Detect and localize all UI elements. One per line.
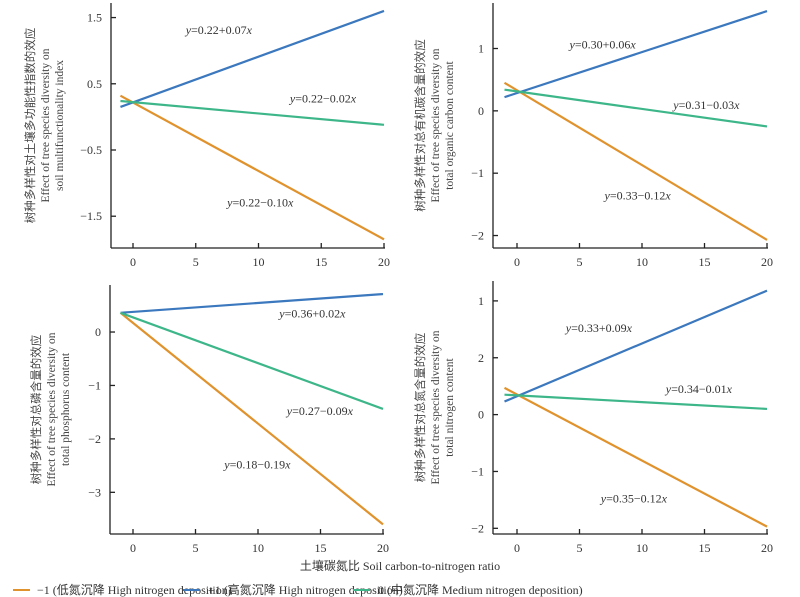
legend-label-high: +1 (高氮沉降 High nitrogen deposition): [208, 582, 403, 597]
legend-item-high: +1 (高氮沉降 High nitrogen deposition): [183, 582, 403, 597]
y-tick-label: 1: [478, 294, 484, 308]
y-axis-title-line: 树种多样性对土壤多功能性指数的效应: [23, 28, 37, 224]
x-tick-label: 0: [514, 541, 520, 555]
x-axis-title: 土壤碳氮比 Soil carbon-to-nitrogen ratio: [300, 558, 500, 573]
equation-label-low: y=0.22−0.10x: [226, 195, 294, 209]
x-tick-label: 20: [378, 255, 390, 269]
series-line-medium: [504, 88, 768, 128]
series-line-medium: [120, 99, 385, 126]
x-tick-label: 5: [577, 255, 583, 269]
y-axis-title-line: total organic carbon content: [444, 60, 456, 189]
legend-label-medium: 0 (中氮沉降 Medium nitrogen deposition): [378, 582, 583, 597]
y-axis-title-line: Effect of tree species diversity on: [40, 48, 52, 202]
equation-label-medium: y=0.27−0.09x: [286, 404, 354, 418]
y-tick-label: 0: [478, 408, 484, 422]
y-axis-title-line: 树种多样性对总氮含量的效应: [413, 333, 427, 483]
y-axis-title-line: Effect of tree species diversity on: [430, 48, 442, 202]
y-tick-label: −1: [88, 378, 101, 392]
y-tick-label: 1.5: [87, 11, 102, 25]
x-tick-label: 10: [252, 541, 264, 555]
y-axis-title-line: total phosphorus content: [60, 352, 72, 466]
y-axis-title-line: total nitrogen content: [444, 358, 456, 457]
equation-label-medium: y=0.31−0.03x: [672, 98, 740, 112]
x-tick-label: 10: [253, 255, 265, 269]
equation-label-high: y=0.36+0.02x: [278, 307, 346, 321]
equation-label-high: y=0.22+0.07x: [185, 23, 253, 37]
x-tick-label: 20: [377, 541, 389, 555]
y-tick-label: −1.5: [80, 209, 102, 223]
y-tick-label: −2: [471, 521, 484, 535]
x-tick-label: 5: [193, 255, 199, 269]
equation-label-low: y=0.33−0.12x: [604, 188, 672, 202]
equation-label-medium: y=0.34−0.01x: [665, 382, 733, 396]
x-tick-label: 0: [514, 255, 520, 269]
x-tick-label: 10: [636, 255, 648, 269]
y-tick-label: −1: [471, 166, 484, 180]
series-line-low: [503, 81, 768, 241]
series-line-high: [504, 289, 768, 403]
y-axis-title-line: Effect of tree species diversity on: [430, 330, 442, 484]
y-tick-label: −3: [88, 485, 101, 499]
series-line-low: [119, 94, 385, 241]
series-line-high: [120, 292, 384, 314]
x-tick-label: 15: [699, 255, 711, 269]
x-tick-label: 20: [761, 541, 773, 555]
y-axis-title-line: 树种多样性对总磷含量的效应: [29, 335, 43, 485]
series-line-low: [119, 311, 384, 526]
equation-label-high: y=0.30+0.06x: [569, 38, 637, 52]
y-tick-label: 0.5: [87, 77, 102, 91]
panel-soil-multifunctionality: 0 5 10 15 20 1.5 0.5 −0.5 −1.5 树种多样性对土壤多功能性指数的效应 E…: [23, 3, 390, 269]
x-tick-label: 0: [130, 255, 136, 269]
x-tick-label: 20: [761, 255, 773, 269]
equation-label-low: y=0.35−0.12x: [600, 492, 668, 506]
x-tick-label: 5: [193, 541, 199, 555]
series-line-medium: [504, 393, 768, 411]
y-tick-label: 2: [478, 351, 484, 365]
y-axis-title-line: Effect of tree species diversity on: [46, 332, 58, 486]
equation-label-low: y=0.18−0.19x: [223, 457, 291, 471]
series-line-low: [503, 386, 768, 528]
y-tick-label: −2: [471, 229, 484, 243]
series-line-medium: [120, 311, 384, 410]
x-tick-label: 15: [315, 255, 327, 269]
legend-label-low: −1 (低氮沉降 High nitrogen deposition): [37, 582, 232, 597]
x-tick-label: 0: [130, 541, 136, 555]
y-axis-title-line: soil multifunctionality index: [54, 60, 66, 191]
panel-total-phosphorus: 0 5 10 15 20 0 −1 −2 −3 树种多样性对总磷含量的效应 Effect of tr…: [29, 285, 389, 555]
y-tick-label: 0: [95, 325, 101, 339]
series-line-high: [120, 9, 385, 108]
equation-label-high: y=0.33+0.09x: [565, 321, 633, 335]
y-tick-label: −1: [471, 464, 484, 478]
legend-item-low: −1 (低氮沉降 High nitrogen deposition): [13, 582, 232, 597]
y-tick-label: −0.5: [80, 143, 102, 157]
x-tick-label: 15: [315, 541, 327, 555]
equation-label-medium: y=0.22−0.02x: [289, 91, 357, 105]
x-tick-label: 15: [699, 541, 711, 555]
legend: −1 (低氮沉降 High nitrogen deposition) +1 (高…: [13, 582, 583, 597]
legend-item-medium: 0 (中氮沉降 Medium nitrogen deposition): [353, 582, 583, 597]
series-line-high: [504, 10, 768, 99]
y-axis-title-line: 树种多样性对总有机碳含量的效应: [413, 39, 427, 212]
x-tick-label: 10: [636, 541, 648, 555]
x-tick-label: 5: [577, 541, 583, 555]
y-tick-label: 1: [478, 42, 484, 56]
y-tick-label: 0: [478, 104, 484, 118]
y-tick-label: −2: [88, 432, 101, 446]
